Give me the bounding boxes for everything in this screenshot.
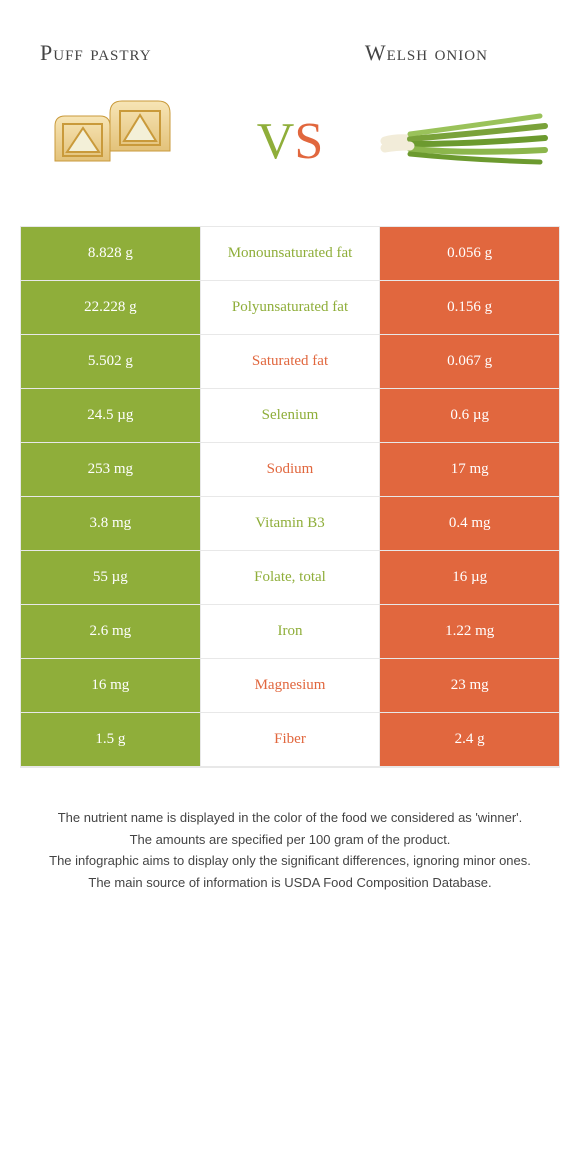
nutrient-row: 24.5 µgSelenium0.6 µg	[21, 389, 559, 443]
nutrient-row: 55 µgFolate, total16 µg	[21, 551, 559, 605]
right-value: 0.056 g	[380, 227, 559, 281]
welsh-onion-icon	[380, 86, 550, 196]
nutrient-label: Fiber	[201, 713, 381, 767]
footnote-1: The nutrient name is displayed in the co…	[30, 808, 550, 828]
nutrient-row: 3.8 mgVitamin B30.4 mg	[21, 497, 559, 551]
nutrient-row: 5.502 gSaturated fat0.067 g	[21, 335, 559, 389]
vs-row: VS	[0, 76, 580, 226]
right-value: 2.4 g	[380, 713, 559, 767]
right-value: 1.22 mg	[380, 605, 559, 659]
nutrient-label: Polyunsaturated fat	[201, 281, 381, 335]
nutrient-label: Saturated fat	[201, 335, 381, 389]
left-value: 55 µg	[21, 551, 201, 605]
nutrient-label: Folate, total	[201, 551, 381, 605]
nutrient-row: 1.5 gFiber2.4 g	[21, 713, 559, 767]
right-food-title: Welsh onion	[313, 40, 540, 66]
right-value: 0.6 µg	[380, 389, 559, 443]
nutrient-label: Vitamin B3	[201, 497, 381, 551]
right-value: 23 mg	[380, 659, 559, 713]
footnote-4: The main source of information is USDA F…	[30, 873, 550, 893]
nutrient-label: Selenium	[201, 389, 381, 443]
footnote-3: The infographic aims to display only the…	[30, 851, 550, 871]
vs-label: VS	[257, 112, 323, 171]
left-value: 16 mg	[21, 659, 201, 713]
left-food-title: Puff pastry	[40, 40, 313, 66]
left-value: 22.228 g	[21, 281, 201, 335]
nutrient-row: 2.6 mgIron1.22 mg	[21, 605, 559, 659]
right-value: 0.156 g	[380, 281, 559, 335]
footnote-2: The amounts are specified per 100 gram o…	[30, 830, 550, 850]
nutrient-label: Monounsaturated fat	[201, 227, 381, 281]
nutrient-row: 16 mgMagnesium23 mg	[21, 659, 559, 713]
nutrient-row: 22.228 gPolyunsaturated fat0.156 g	[21, 281, 559, 335]
left-value: 1.5 g	[21, 713, 201, 767]
left-value: 5.502 g	[21, 335, 201, 389]
header: Puff pastry Welsh onion	[0, 0, 580, 76]
left-value: 8.828 g	[21, 227, 201, 281]
vs-s: S	[294, 113, 323, 170]
right-value: 0.067 g	[380, 335, 559, 389]
left-value: 2.6 mg	[21, 605, 201, 659]
nutrient-label: Sodium	[201, 443, 381, 497]
nutrient-label: Iron	[201, 605, 381, 659]
left-value: 24.5 µg	[21, 389, 201, 443]
footnotes: The nutrient name is displayed in the co…	[0, 768, 580, 892]
right-value: 0.4 mg	[380, 497, 559, 551]
vs-v: V	[257, 113, 295, 170]
puff-pastry-icon	[30, 86, 200, 196]
right-value: 17 mg	[380, 443, 559, 497]
nutrient-label: Magnesium	[201, 659, 381, 713]
left-value: 253 mg	[21, 443, 201, 497]
nutrient-table: 8.828 gMonounsaturated fat0.056 g22.228 …	[20, 226, 560, 768]
right-value: 16 µg	[380, 551, 559, 605]
nutrient-row: 8.828 gMonounsaturated fat0.056 g	[21, 227, 559, 281]
nutrient-row: 253 mgSodium17 mg	[21, 443, 559, 497]
left-value: 3.8 mg	[21, 497, 201, 551]
